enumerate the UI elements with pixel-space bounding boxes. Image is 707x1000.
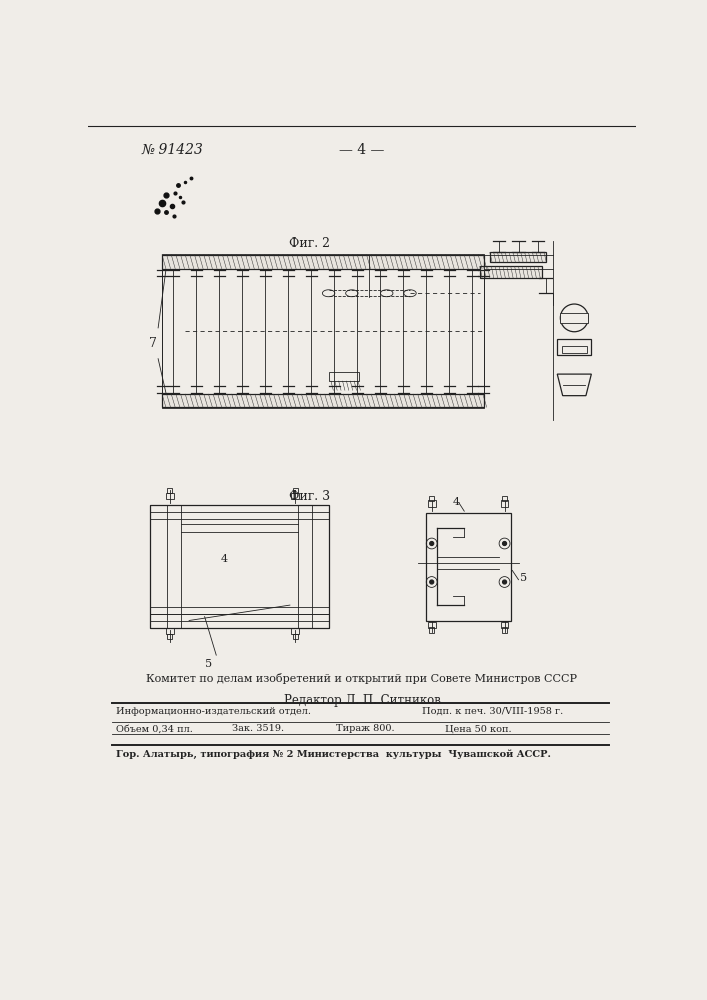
Bar [429,627,434,633]
Text: Информационно-издательский отдел.: Информационно-издательский отдел. [115,707,310,716]
Text: № 91423: № 91423 [141,143,203,157]
Text: Фиг. 2: Фиг. 2 [288,237,329,250]
Text: Фиг. 3: Фиг. 3 [288,490,329,503]
Bar [291,493,299,499]
Bar [561,313,588,323]
Circle shape [430,542,433,545]
Circle shape [503,580,506,584]
Text: Редактор Л. П. Ситников: Редактор Л. П. Ситников [284,694,440,707]
Bar [428,622,436,628]
Bar [429,496,434,501]
Bar [490,252,546,262]
Bar [291,628,299,634]
Bar [557,339,591,355]
Bar [329,372,359,381]
Text: Зак. 3519.: Зак. 3519. [232,724,284,733]
Circle shape [503,542,506,545]
Text: 7: 7 [148,337,156,350]
Bar [151,505,329,519]
Bar [168,634,172,639]
Text: 4: 4 [221,554,228,564]
Text: — 4 —: — 4 — [339,143,385,157]
Bar [166,628,174,634]
Text: Цена 50 коп.: Цена 50 коп. [445,724,511,733]
Bar [162,394,484,407]
Bar [151,614,329,628]
Bar [501,500,508,507]
Bar [428,500,436,507]
Bar [502,627,507,633]
Text: Гор. Алатырь, типография № 2 Министерства  культуры  Чувашской АССР.: Гор. Алатырь, типография № 2 Министерств… [115,749,550,759]
Text: Объем 0,34 пл.: Объем 0,34 пл. [115,724,192,733]
Bar [501,622,508,628]
Bar [293,488,298,493]
Text: Тираж 800.: Тираж 800. [337,724,395,733]
Bar [162,255,484,269]
Bar [166,493,174,499]
Circle shape [430,580,433,584]
Text: Комитет по делам изобретений и открытий при Совете Министров СССР: Комитет по делам изобретений и открытий … [146,673,578,684]
Bar [426,513,510,620]
Text: Подп. к печ. 30/VIII-1958 г.: Подп. к печ. 30/VIII-1958 г. [421,707,563,716]
Text: 5: 5 [205,659,212,669]
Bar [562,346,587,353]
Bar [502,496,507,501]
Bar [293,634,298,639]
Text: 4: 4 [453,497,460,507]
Bar [168,488,172,493]
Bar [151,505,329,628]
Text: 5: 5 [520,573,527,583]
Bar [480,266,542,278]
